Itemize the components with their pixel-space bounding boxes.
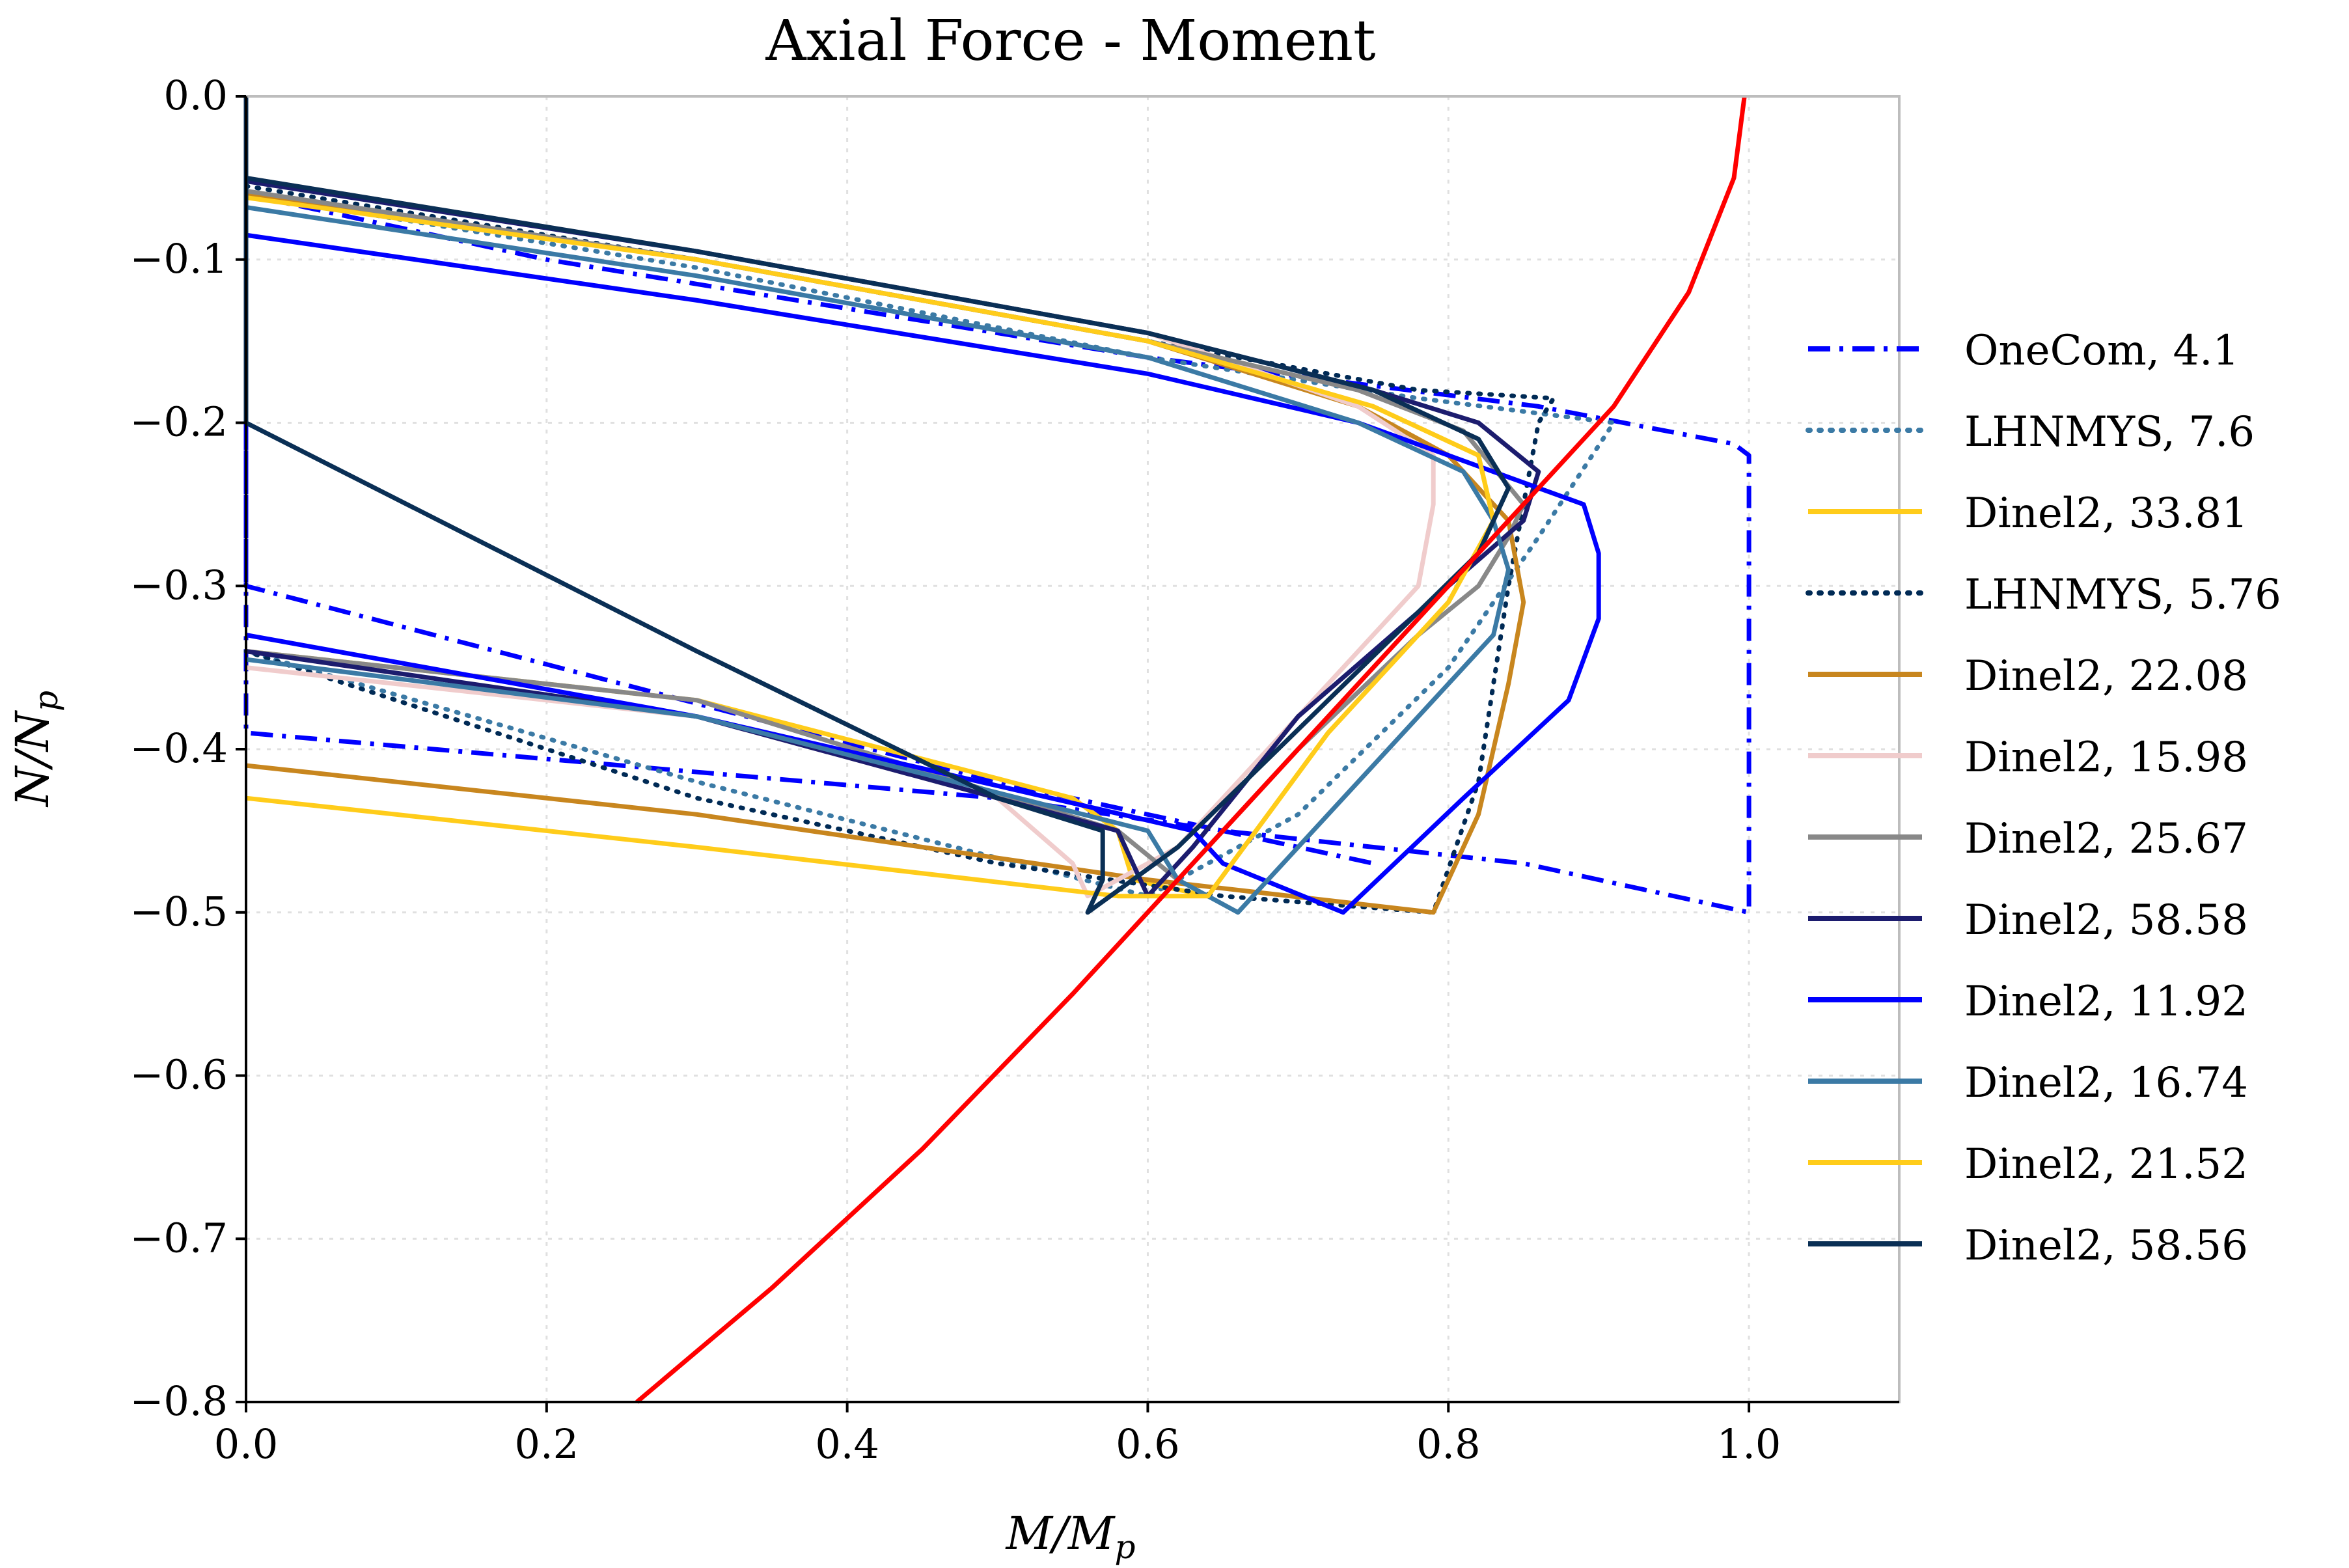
plot-area [243, 96, 1751, 1404]
series-line-1 [243, 192, 1616, 899]
legend-label: Dinel2, 58.58 [1964, 896, 2248, 944]
y-axis-label: N/Np [6, 691, 65, 808]
y-tick-label: −0.1 [130, 235, 228, 282]
legend-label: Dinel2, 16.74 [1964, 1059, 2248, 1107]
x-tick-label: 0.6 [1116, 1420, 1180, 1468]
x-tick-label: 0.4 [815, 1420, 879, 1468]
series-line-2 [245, 192, 1496, 899]
legend-label: OneCom, 4.1 [1964, 327, 2239, 375]
series-line-11 [243, 96, 1511, 915]
x-tick-label: 0.2 [515, 1420, 579, 1468]
legend-label: Dinel2, 15.98 [1964, 734, 2248, 782]
series-line-6 [245, 188, 1526, 883]
legend-label: Dinel2, 25.67 [1964, 815, 2248, 863]
y-tick-label: −0.4 [130, 724, 228, 772]
x-tick-label: 0.0 [214, 1420, 279, 1468]
y-tick-label: −0.8 [130, 1377, 228, 1425]
grid [245, 95, 1899, 1403]
legend-label: Dinel2, 58.56 [1964, 1222, 2248, 1270]
y-tick-label: −0.5 [130, 888, 228, 935]
reference-curve [635, 96, 1747, 1404]
y-tick-label: −0.3 [130, 561, 228, 609]
legend-label: Dinel2, 33.81 [1964, 489, 2248, 538]
y-tick-label: 0.0 [163, 72, 228, 119]
chart-title: Axial Force - Moment [765, 8, 1375, 74]
x-tick-label: 0.8 [1416, 1420, 1481, 1468]
legend-label: Dinel2, 21.52 [1964, 1140, 2248, 1189]
y-tick-label: −0.6 [130, 1051, 228, 1099]
legend-label: Dinel2, 11.92 [1964, 978, 2248, 1026]
legend: OneCom, 4.1 LHNMYS, 7.6 Dinel2, 33.81 LHNMY… [1806, 327, 2281, 1270]
series-line-4 [245, 192, 1526, 915]
series-line-9 [245, 205, 1511, 915]
x-tick-label: 1.0 [1717, 1420, 1781, 1468]
series-line-5 [245, 175, 1436, 899]
x-axis-label: M/Mp [1005, 1507, 1136, 1566]
axes-ticks: 0.0 0.2 0.4 0.6 0.8 1.0 0.0 −0.1 −0.2 −0.3 −0.4 −0.… [130, 72, 1899, 1468]
legend-label: Dinel2, 22.08 [1964, 652, 2248, 700]
series-line-8 [245, 232, 1601, 915]
y-tick-label: −0.2 [130, 398, 228, 446]
legend-label: LHNMYS, 5.76 [1964, 571, 2281, 619]
legend-label: LHNMYS, 7.6 [1964, 408, 2255, 456]
y-tick-label: −0.7 [130, 1214, 228, 1261]
